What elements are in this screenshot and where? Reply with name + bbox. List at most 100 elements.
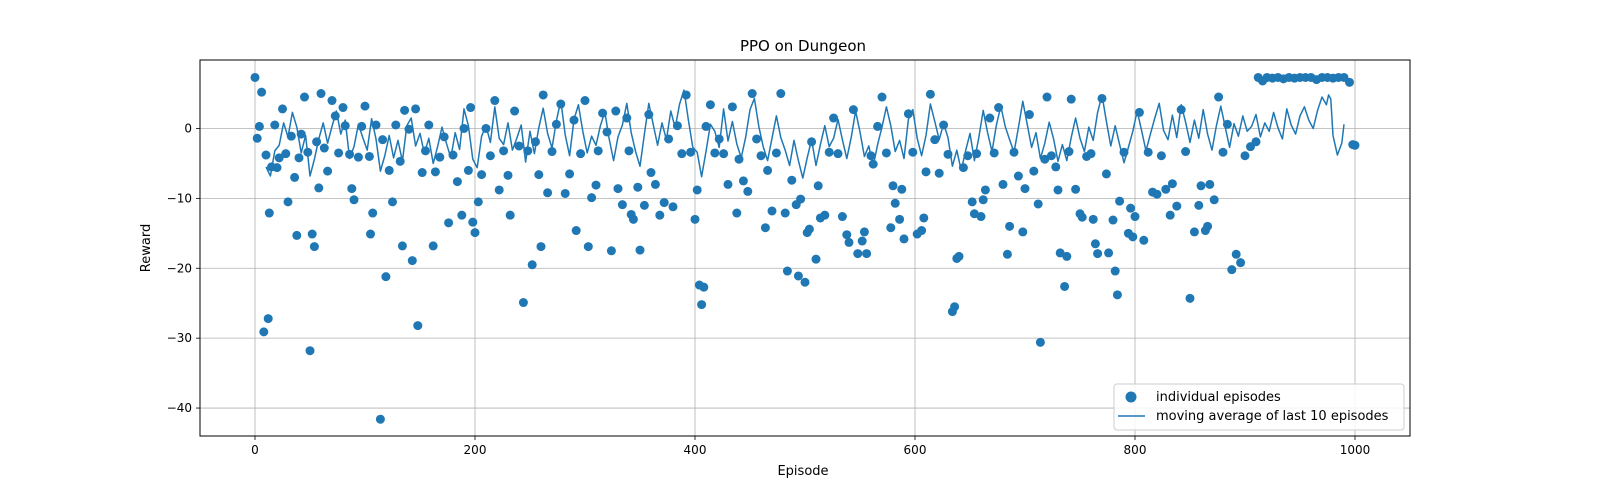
scatter-point <box>503 170 513 180</box>
y-tick-label: 0 <box>184 121 192 135</box>
scatter-point <box>1108 215 1118 225</box>
x-tick-label: 400 <box>684 443 707 457</box>
scatter-point <box>309 242 319 252</box>
scatter-point <box>444 218 454 228</box>
scatter-point <box>919 213 929 223</box>
scatter-point <box>897 184 907 194</box>
scatter-point <box>719 149 729 159</box>
legend-entry-line: moving average of last 10 episodes <box>1156 409 1389 424</box>
scatter-point <box>1189 227 1199 237</box>
scatter-point <box>1345 77 1354 87</box>
scatter-point <box>397 241 407 251</box>
scatter-point <box>767 206 777 216</box>
scatter-point <box>543 188 553 198</box>
scatter-point <box>494 185 504 195</box>
scatter-point <box>388 197 397 207</box>
scatter-point <box>617 200 627 210</box>
scatter-point <box>655 210 665 220</box>
scatter-point <box>1167 179 1177 189</box>
scatter-point <box>314 183 324 193</box>
scatter-point <box>353 152 363 162</box>
scatter-point <box>576 149 586 159</box>
scatter-point <box>593 146 603 156</box>
scatter-point <box>804 224 814 234</box>
scatter-point <box>780 208 790 218</box>
scatter-point <box>1088 214 1098 224</box>
scatter-point <box>270 120 280 130</box>
scatter-point <box>782 266 792 276</box>
scatter-point <box>391 120 401 130</box>
x-tick-label: 600 <box>904 443 927 457</box>
scatter-point <box>463 165 473 175</box>
scatter-point <box>591 180 601 190</box>
x-axis-label: Episode <box>777 464 828 479</box>
scatter-point <box>473 197 483 207</box>
scatter-point <box>899 234 909 244</box>
scatter-point <box>1139 235 1149 245</box>
scatter-point <box>1051 162 1061 172</box>
scatter-point <box>587 193 597 203</box>
scatter-point <box>319 143 329 153</box>
scatter-point <box>763 165 773 175</box>
scatter-point <box>1194 200 1204 210</box>
scatter-point <box>1090 239 1100 249</box>
scatter-point <box>747 89 757 99</box>
scatter-point <box>976 212 986 222</box>
scatter-point <box>411 104 421 114</box>
scatter-point <box>1218 147 1228 157</box>
scatter-point <box>560 188 570 198</box>
scatter-point <box>499 146 509 156</box>
scatter-point <box>400 105 410 115</box>
scatter-point <box>1093 249 1103 259</box>
scatter-point <box>435 152 445 162</box>
scatter-point <box>646 168 656 178</box>
scatter-point <box>1130 212 1140 222</box>
scatter-point <box>547 147 557 157</box>
scatter-point <box>538 90 548 100</box>
scatter-point <box>824 147 834 157</box>
scatter-point <box>723 179 733 189</box>
scatter-point <box>312 137 322 147</box>
scatter-point <box>635 245 645 255</box>
scatter-point <box>1062 251 1072 261</box>
scatter-point <box>261 150 271 160</box>
scatter-point <box>1020 184 1030 194</box>
scatter-point <box>1018 227 1028 237</box>
scatter-point <box>1046 151 1056 161</box>
y-tick-label: −40 <box>167 401 192 415</box>
scatter-point <box>283 197 293 207</box>
scatter-point <box>428 241 438 251</box>
scatter-point <box>430 167 440 177</box>
scatter-point <box>290 172 300 182</box>
scatter-point <box>813 181 823 191</box>
scatter-point <box>518 298 528 308</box>
scatter-point <box>917 226 927 236</box>
scatter-point <box>1086 149 1096 159</box>
scatter-point <box>1185 293 1195 303</box>
scatter-point <box>323 166 333 176</box>
scatter-point <box>793 271 803 281</box>
scatter-point <box>857 236 867 246</box>
scatter-point <box>873 121 883 131</box>
scatter-point <box>659 198 669 208</box>
scatter-point <box>1053 185 1063 195</box>
chart-title: PPO on Dungeon <box>740 37 866 55</box>
scatter-point <box>307 229 317 239</box>
scatter-point <box>771 148 781 158</box>
scatter-point <box>565 169 575 179</box>
scatter-point <box>668 202 678 212</box>
scatter-point <box>800 277 810 287</box>
scatter-point <box>859 227 869 237</box>
scatter-point <box>1110 266 1120 276</box>
scatter-point <box>510 106 520 116</box>
x-tick-label: 800 <box>1124 443 1147 457</box>
scatter-point <box>364 151 374 161</box>
scatter-point <box>743 186 753 196</box>
scatter-point <box>490 96 500 106</box>
scatter-point <box>710 148 720 158</box>
scatter-point <box>796 194 806 204</box>
scatter-point <box>424 120 434 130</box>
legend-box <box>1113 383 1405 431</box>
scatter-point <box>699 282 709 292</box>
scatter-point <box>624 146 634 156</box>
